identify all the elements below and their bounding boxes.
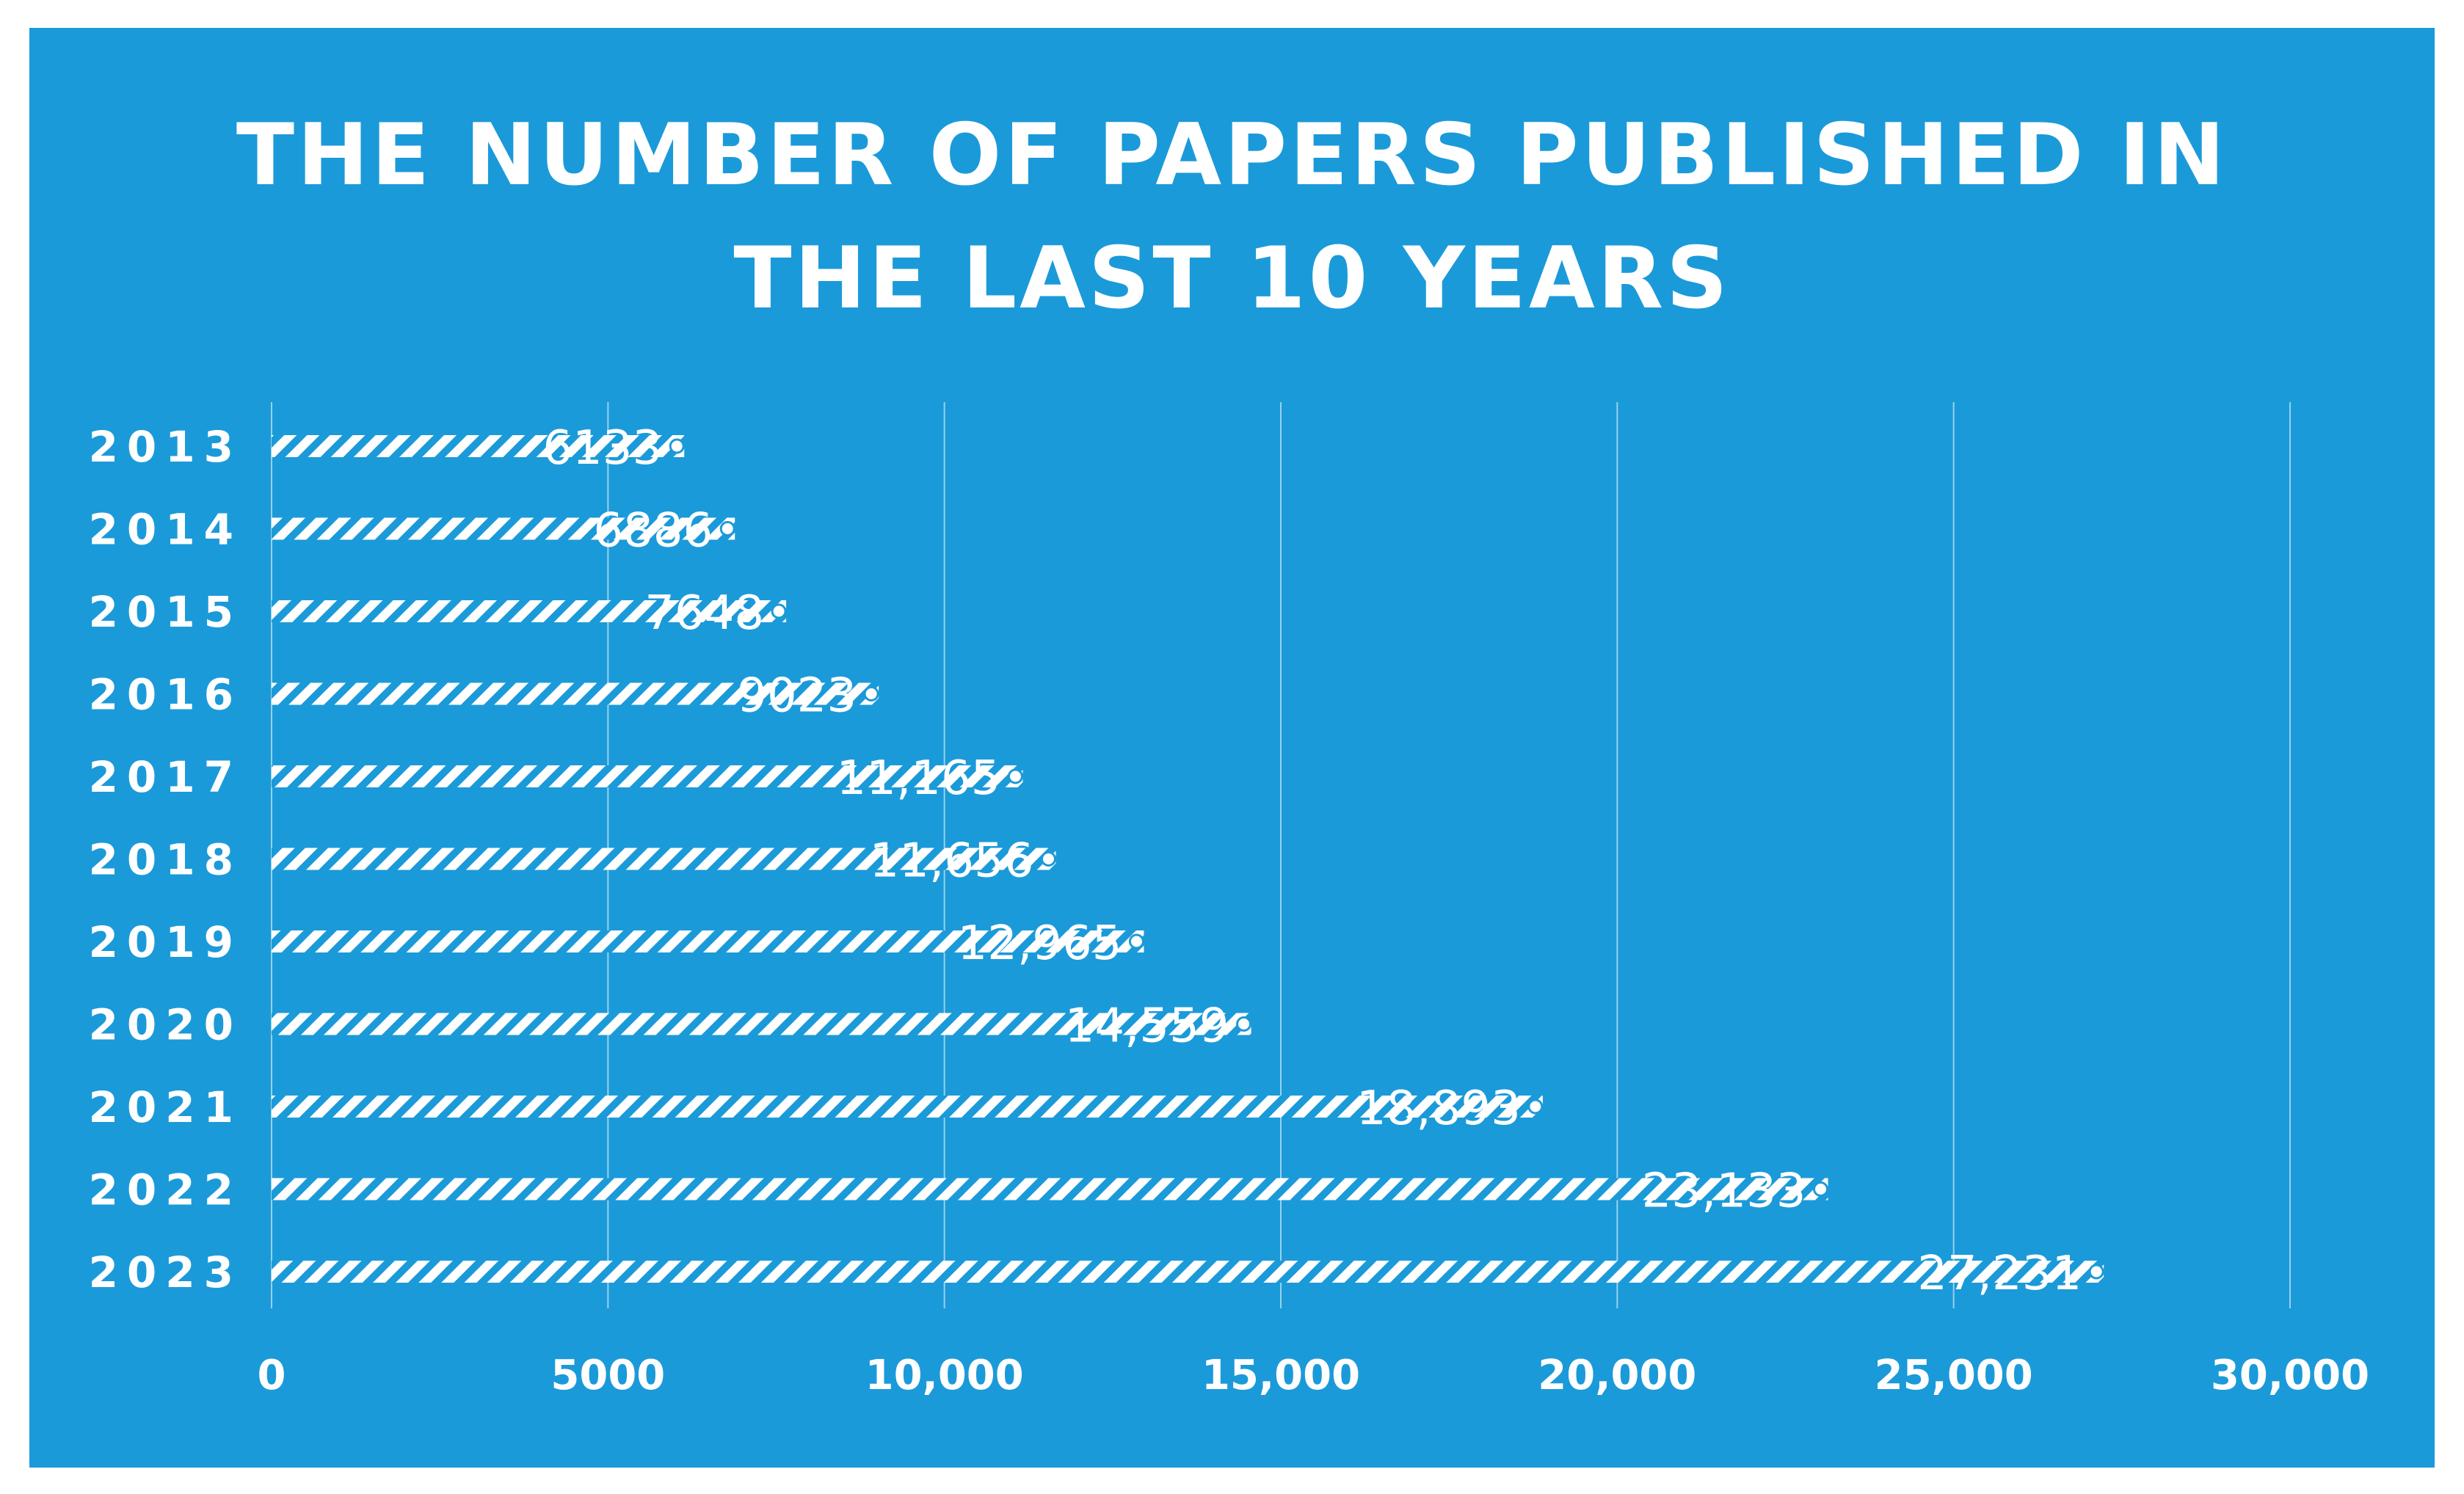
- data-label: 12,965: [958, 917, 1122, 971]
- bar-end-marker: [1236, 1016, 1252, 1032]
- bar: [272, 1096, 1543, 1118]
- category-label: 2022: [89, 1165, 242, 1215]
- data-label: 7648: [644, 586, 764, 641]
- data-label: 6886: [593, 504, 713, 558]
- bar-end-marker: [1527, 1098, 1544, 1115]
- x-tick-label: 0: [258, 1352, 286, 1399]
- category-label: 2013: [89, 422, 242, 472]
- data-label: 11,165: [837, 751, 1001, 806]
- data-label: 11,656: [870, 834, 1034, 889]
- data-label: 27,231: [1917, 1247, 2082, 1301]
- bar-end-marker: [669, 438, 685, 454]
- labels: 0 5000 10,000 15,000 20,000 25,000 30,000 2013 6…: [89, 421, 2369, 1399]
- bar-end-marker: [771, 603, 787, 619]
- category-label: 2020: [89, 1000, 242, 1050]
- data-label: 14,559: [1065, 999, 1229, 1054]
- data-label: 23,133: [1642, 1165, 1806, 1219]
- category-label: 2019: [89, 917, 242, 967]
- bar-end-marker: [1007, 768, 1023, 784]
- category-label: 2016: [89, 670, 242, 720]
- category-label: 2014: [89, 505, 242, 555]
- bar: [272, 930, 1144, 952]
- x-tick-label: 30,000: [2211, 1352, 2369, 1399]
- x-tick-label: 15,000: [1202, 1352, 1360, 1399]
- data-label: 18,893: [1356, 1082, 1521, 1136]
- bar: [272, 600, 787, 622]
- bar-end-marker: [863, 686, 879, 702]
- chart-panel: THE NUMBER OF PAPERS PUBLISHED IN THE LA…: [29, 28, 2435, 1468]
- data-label: 6133: [542, 421, 662, 475]
- x-tick-label: 5000: [550, 1352, 665, 1399]
- chart-title: THE NUMBER OF PAPERS PUBLISHED IN THE LA…: [29, 94, 2435, 340]
- category-label: 2018: [89, 835, 242, 885]
- bars: [272, 435, 2104, 1283]
- bar: [272, 848, 1056, 870]
- data-label: 9023: [737, 669, 857, 724]
- category-label: 2021: [89, 1082, 242, 1132]
- bar-chart: 0 5000 10,000 15,000 20,000 25,000 30,000 2013 6…: [89, 402, 2369, 1399]
- bar-end-marker: [1128, 933, 1144, 950]
- category-label: 2023: [89, 1247, 242, 1297]
- bar: [272, 1261, 2104, 1283]
- bar: [272, 765, 1023, 787]
- bar-end-marker: [1813, 1181, 1829, 1197]
- bar: [272, 517, 735, 540]
- bar-end-marker: [719, 521, 735, 536]
- bar-end-marker: [2088, 1264, 2104, 1280]
- bar-end-marker: [1040, 851, 1056, 867]
- bar: [272, 435, 685, 457]
- chart-title-line-1: THE NUMBER OF PAPERS PUBLISHED IN: [236, 106, 2228, 205]
- x-tick-label: 20,000: [1538, 1352, 1696, 1399]
- chart-title-line-2: THE LAST 10 YEARS: [733, 229, 1731, 328]
- bar: [272, 682, 879, 705]
- category-label: 2015: [89, 587, 242, 637]
- x-tick-label: 25,000: [1875, 1352, 2033, 1399]
- bar: [272, 1178, 1828, 1200]
- x-tick-label: 10,000: [865, 1352, 1024, 1399]
- bar: [272, 1013, 1251, 1035]
- category-label: 2017: [89, 752, 242, 802]
